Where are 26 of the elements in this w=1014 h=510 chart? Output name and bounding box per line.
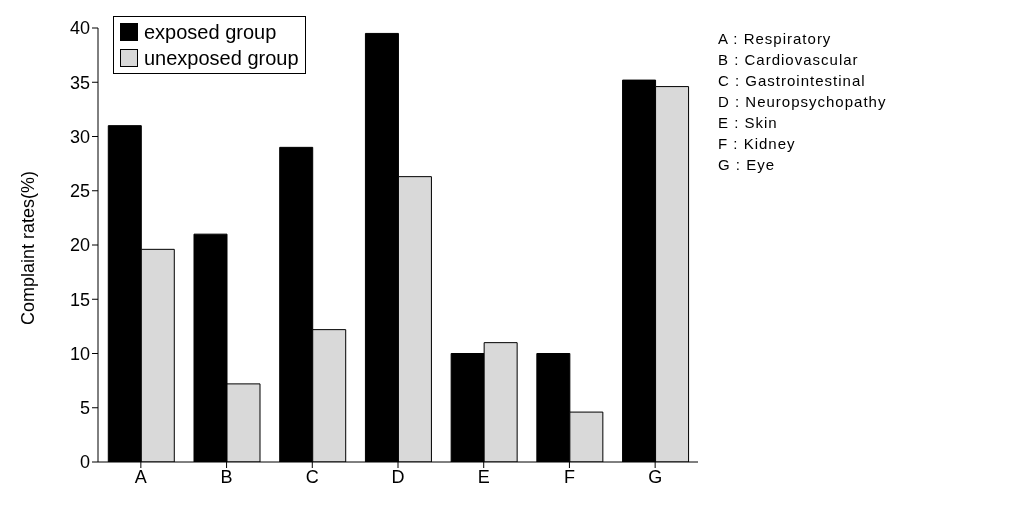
x-tick-label: B	[220, 466, 233, 487]
text: B : Cardiovascular	[718, 50, 860, 70]
legend-label: unexposed group	[144, 46, 299, 71]
y-tick-label: 0	[79, 452, 90, 473]
text: D : Neuropsychopathy	[718, 92, 887, 112]
y-tick-label: 35	[69, 72, 90, 93]
y-tick-label: 30	[69, 126, 90, 147]
x-tick-label: F	[563, 466, 575, 487]
x-tick-label: C	[305, 466, 319, 487]
x-tick-label: G	[648, 466, 663, 487]
y-axis-title: Complaint rates(%)	[18, 170, 39, 325]
y-tick-label: 5	[79, 398, 90, 419]
x-tick-label: E	[477, 466, 490, 487]
text: F : Kidney	[718, 134, 797, 154]
legend-label: exposed group	[144, 20, 277, 45]
x-tick-label: D	[391, 466, 405, 487]
y-tick-label: 20	[69, 235, 90, 256]
text: E : Skin	[718, 113, 779, 133]
text: A : Respiratory	[718, 29, 833, 49]
y-tick-label: 15	[69, 289, 90, 310]
y-tick-label: 25	[69, 181, 90, 202]
x-tick-label: A	[134, 466, 147, 487]
y-tick-label: 40	[69, 18, 90, 39]
text: G : Eye	[718, 155, 777, 175]
y-tick-label: 10	[69, 343, 90, 364]
text: C : Gastrointestinal	[718, 71, 867, 91]
